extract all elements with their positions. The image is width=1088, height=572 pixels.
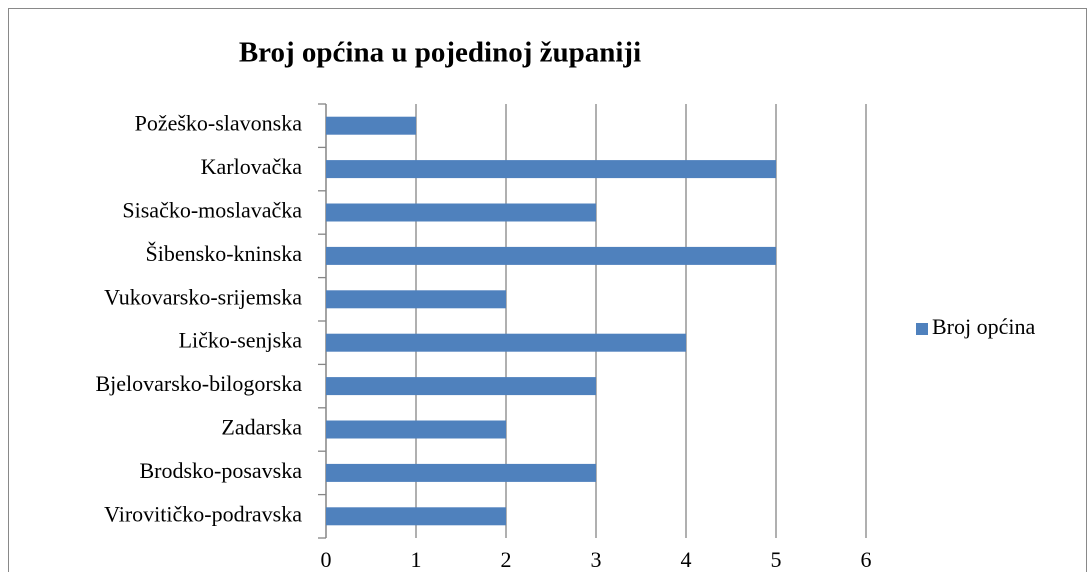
x-tick-label: 0 [321, 547, 332, 572]
bar [326, 420, 506, 439]
x-tick-label: 5 [771, 547, 782, 572]
x-tick-label: 3 [591, 547, 602, 572]
bar [326, 507, 506, 526]
x-tick-label: 4 [681, 547, 692, 572]
bar [326, 160, 776, 179]
legend-swatch [916, 323, 928, 335]
bar [326, 246, 776, 265]
bar [326, 463, 596, 482]
y-tick-label: Sisačko-moslavačka [122, 198, 302, 223]
y-tick-label: Bjelovarsko-bilogorska [95, 371, 302, 396]
bar [326, 377, 596, 396]
bar [326, 333, 686, 352]
y-tick-label: Vukovarsko-srijemska [104, 284, 302, 309]
bar [326, 116, 416, 135]
y-tick-label: Šibensko-kninska [146, 241, 303, 266]
legend-label: Broj općina [932, 314, 1035, 339]
bar [326, 290, 506, 309]
y-tick-label: Požeško-slavonska [135, 111, 303, 136]
chart-title: Broj općina u pojedinoj županiji [239, 37, 641, 69]
bar [326, 203, 596, 222]
x-tick-label: 6 [861, 547, 872, 572]
y-tick-label: Brodsko-posavska [139, 458, 302, 483]
y-tick-label: Virovitičko-podravska [104, 501, 302, 526]
y-tick-label: Karlovačka [201, 154, 303, 179]
y-tick-label: Ličko-senjska [179, 328, 303, 353]
x-tick-label: 2 [501, 547, 512, 572]
y-tick-label: Zadarska [221, 415, 302, 440]
x-tick-label: 1 [411, 547, 422, 572]
